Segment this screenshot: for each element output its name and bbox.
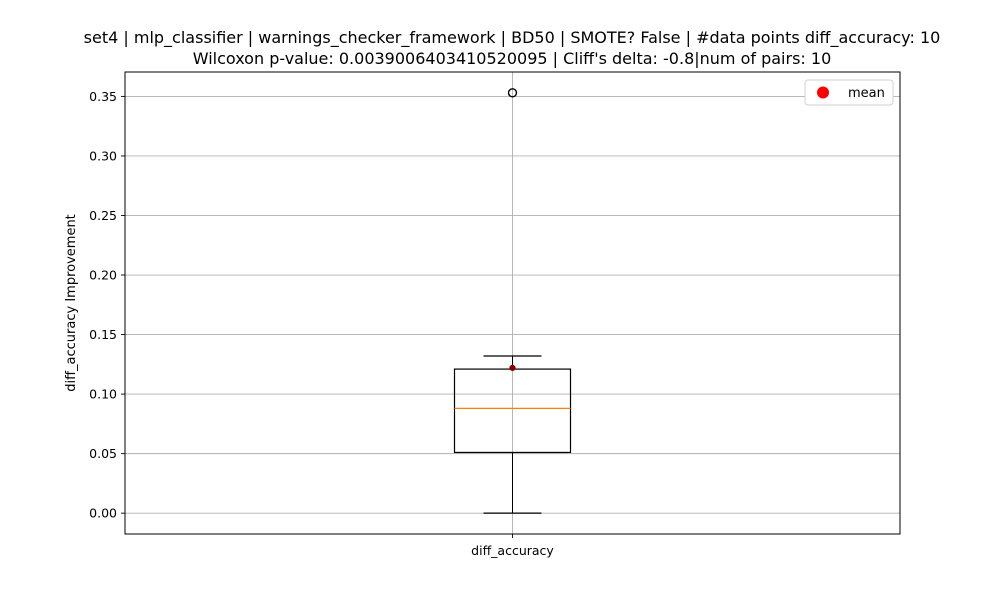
chart-subtitle: Wilcoxon p-value: 0.0039006403410520095 … <box>193 49 832 68</box>
legend-marker-mean <box>817 86 829 99</box>
legend: mean <box>804 79 894 106</box>
mean-marker <box>509 364 516 371</box>
y-tick-label: 0.00 <box>89 506 117 521</box>
x-axis-ticks: diff_accuracy <box>471 534 554 558</box>
legend-box <box>804 79 894 106</box>
y-tick-label: 0.15 <box>89 327 117 342</box>
y-tick-label: 0.25 <box>89 208 117 223</box>
y-tick-label: 0.35 <box>89 89 117 104</box>
x-tick-label: diff_accuracy <box>471 543 554 558</box>
y-tick-label: 0.05 <box>89 446 117 461</box>
y-axis-ticks: 0.00 0.05 0.10 0.15 0.20 0.25 0.30 0.35 <box>89 89 125 521</box>
y-tick-label: 0.20 <box>89 268 117 283</box>
y-tick-label: 0.30 <box>89 148 117 163</box>
legend-label: mean <box>848 86 885 101</box>
y-axis-label: diff_accuracy Improvement <box>64 214 79 392</box>
outlier-point <box>507 88 518 98</box>
chart-title: set4 | mlp_classifier | warnings_checker… <box>84 28 941 48</box>
y-tick-label: 0.10 <box>89 387 117 402</box>
